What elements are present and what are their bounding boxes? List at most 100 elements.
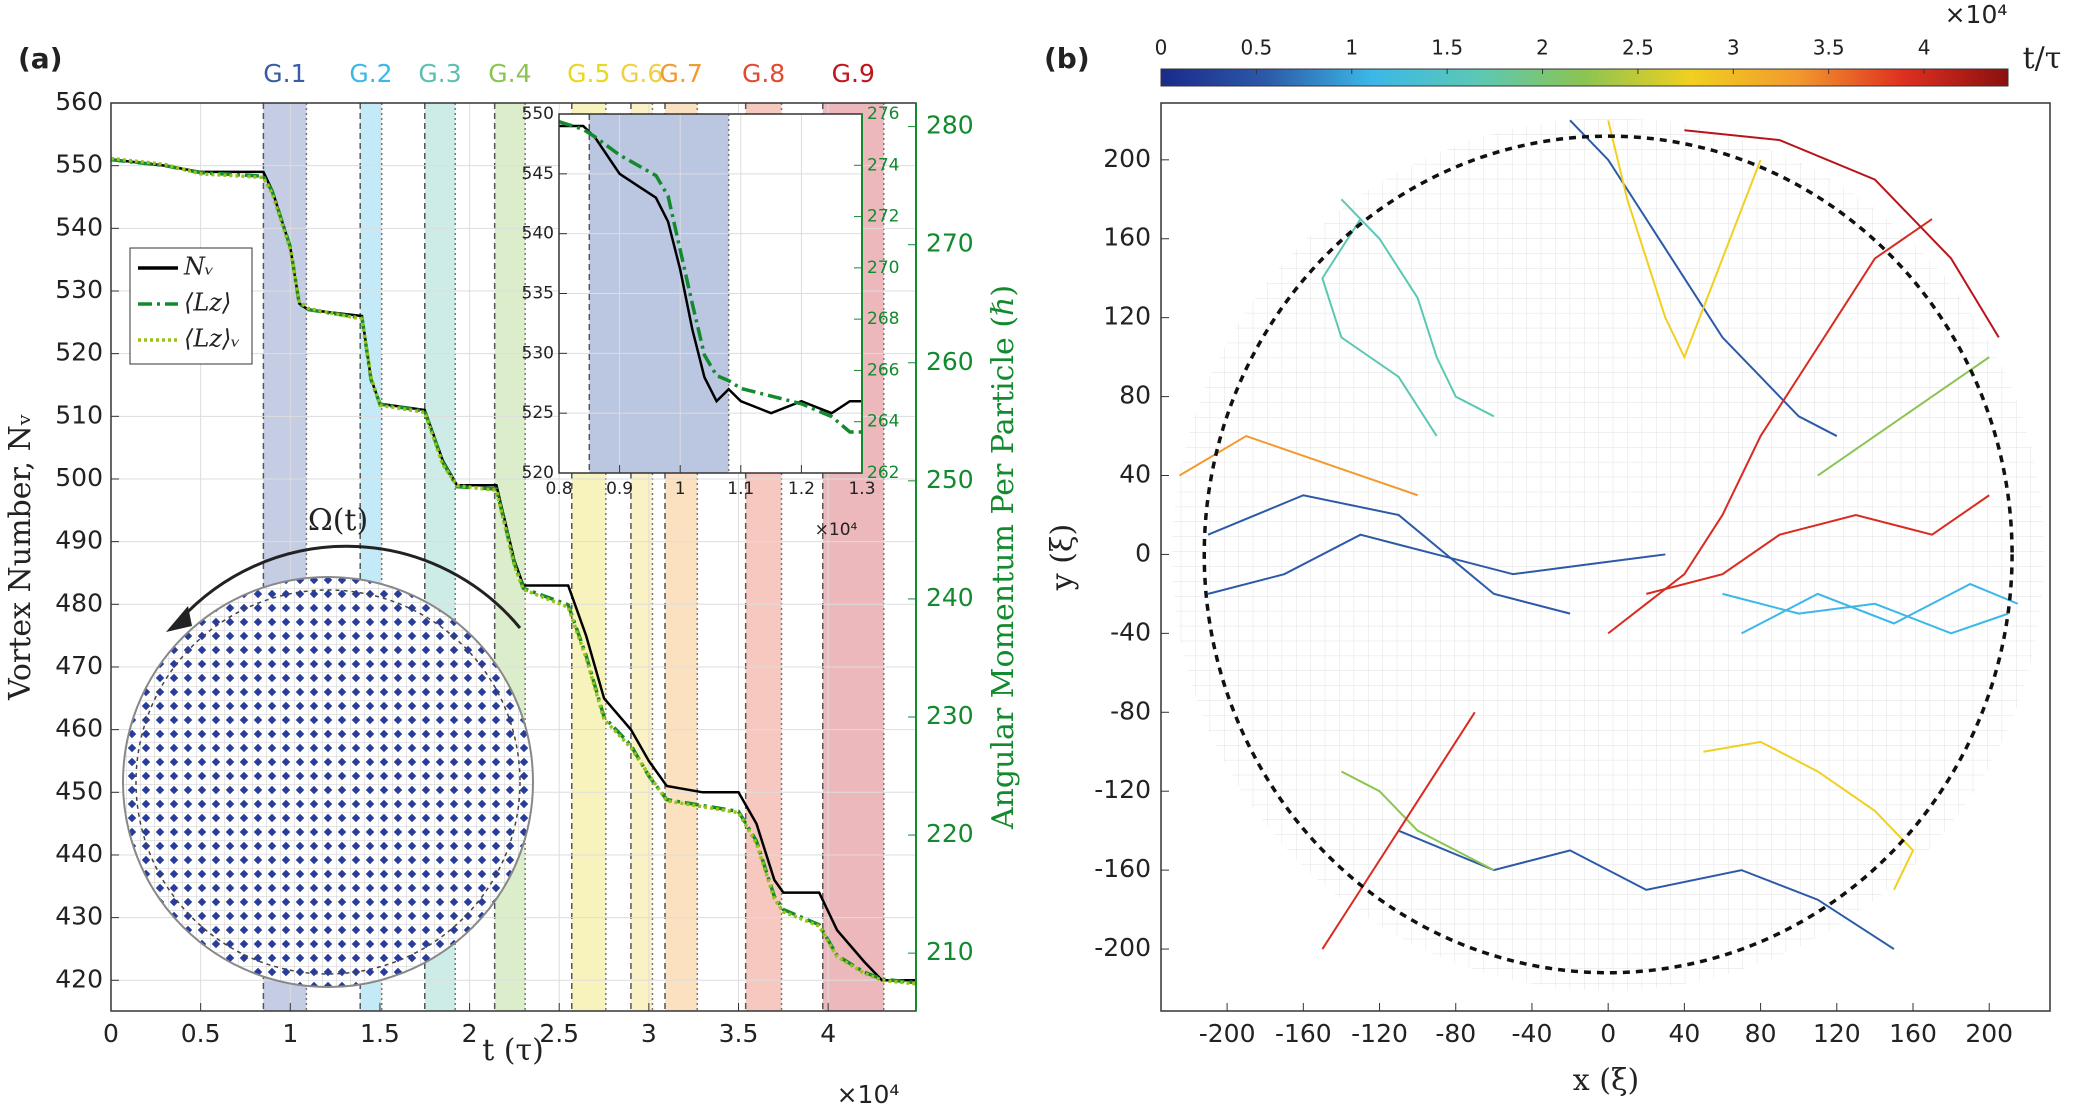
x-tick-label: -40 xyxy=(1512,1019,1553,1048)
trajectory xyxy=(1321,218,1438,437)
boundary-circle xyxy=(1202,134,2014,975)
trajectory xyxy=(1722,592,2009,635)
y-tick-label: 120 xyxy=(1103,302,1151,331)
y-tick-label: 540 xyxy=(55,212,103,241)
band-label: G.6 xyxy=(620,59,663,88)
y-axis-label: y (ξ) xyxy=(1045,524,1080,591)
rotation-arrowhead xyxy=(166,606,192,632)
y-tick-label: 550 xyxy=(522,104,554,124)
y2-tick-label: 274 xyxy=(867,155,899,175)
legend: Nᵥ ⟨Lz⟩ ⟨Lz⟩ᵥ xyxy=(129,247,253,365)
x-axis-label: t (τ) xyxy=(482,1033,544,1068)
y2-tick-label: 250 xyxy=(926,465,974,494)
plot-layer xyxy=(1171,118,2045,991)
x-tick-label: -120 xyxy=(1351,1019,1408,1048)
x-tick-label: 0 xyxy=(1600,1019,1616,1048)
band-label: G.8 xyxy=(742,59,785,88)
x-tick-label: 3.5 xyxy=(719,1019,759,1048)
x-tick-label: 120 xyxy=(1813,1019,1861,1048)
band-label: G.9 xyxy=(832,59,875,88)
y2-tick-label: 262 xyxy=(867,463,899,483)
x-tick-label: 200 xyxy=(1965,1019,2013,1048)
x-tick-label: -80 xyxy=(1435,1019,1476,1048)
colorbar-tick-label: 1.5 xyxy=(1431,36,1463,60)
y2-tick-label: 260 xyxy=(926,347,974,376)
y-tick-label: 160 xyxy=(1103,223,1151,252)
colorbar-tick-label: 0.5 xyxy=(1240,36,1272,60)
trajectory xyxy=(1684,129,2000,338)
trajectory xyxy=(1340,770,1495,872)
x-axis-label: x (ξ) xyxy=(1573,1063,1639,1098)
colorbar-tick-label: 0 xyxy=(1155,36,1168,60)
y-tick-label: 525 xyxy=(522,403,554,423)
y-tick-label: 430 xyxy=(55,902,103,931)
trajectory xyxy=(1607,218,1933,635)
x-tick-label: -160 xyxy=(1275,1019,1332,1048)
x-tick-label: 40 xyxy=(1668,1019,1700,1048)
y-tick-label: 500 xyxy=(55,463,103,492)
y2-tick-label: 270 xyxy=(926,229,974,258)
y2-tick-label: 270 xyxy=(867,258,899,278)
y-tick-label: -200 xyxy=(1094,933,1151,962)
series-line xyxy=(559,120,862,434)
series-line xyxy=(111,156,916,986)
y-axis-label: Vortex Number, Nᵥ xyxy=(3,414,38,701)
y2-tick-label: 210 xyxy=(926,937,974,966)
y2-axis-label: Angular Momentum Per Particle (ℏ) xyxy=(986,285,1021,830)
trajectory xyxy=(1321,711,1476,950)
y-tick-label: 200 xyxy=(1103,144,1151,173)
x-tick-label: -200 xyxy=(1199,1019,1256,1048)
y-tick-label: 545 xyxy=(522,164,554,184)
y-tick-label: 480 xyxy=(55,588,103,617)
legend-label: ⟨Lz⟩ xyxy=(184,289,231,317)
y-tick-label: 520 xyxy=(522,463,554,483)
y-tick-label: -80 xyxy=(1110,696,1151,725)
trajectory xyxy=(1207,494,1571,615)
rotation-label: Ω(t) xyxy=(308,503,368,538)
x-tick-label: 80 xyxy=(1745,1019,1777,1048)
trajectory xyxy=(1340,198,1495,418)
plot-layer xyxy=(559,114,862,473)
y2-tick-label: 230 xyxy=(926,701,974,730)
y-tick-label: -40 xyxy=(1110,617,1151,646)
x-tick-label: 1 xyxy=(282,1019,298,1048)
x-tick-label: 2.5 xyxy=(539,1019,579,1048)
y2-tick-label: 266 xyxy=(867,360,899,380)
y-tick-label: 440 xyxy=(55,839,103,868)
y2-tick-label: 272 xyxy=(867,207,899,227)
colorbar-tick-label: 4 xyxy=(1918,36,1931,60)
trajectory xyxy=(1207,533,1666,595)
panel-label: (b) xyxy=(1044,42,1090,75)
x-tick-label: 160 xyxy=(1889,1019,1937,1048)
lattice-image xyxy=(122,576,534,988)
y2-tick-label: 220 xyxy=(926,819,974,848)
y-tick-label: 560 xyxy=(55,87,103,116)
trajectory xyxy=(1178,434,1418,497)
x-tick-label: 0 xyxy=(103,1019,119,1048)
trajectory xyxy=(1703,740,1915,891)
trajectory xyxy=(1646,494,1990,595)
y2-tick-label: 268 xyxy=(867,309,899,329)
colorbar-tick-label: 3 xyxy=(1727,36,1740,60)
colorbar-label: t/τ xyxy=(2023,41,2062,76)
x-tick-label: 4 xyxy=(820,1019,836,1048)
colorbar-tick-label: 3.5 xyxy=(1813,36,1845,60)
y-tick-label: 460 xyxy=(55,714,103,743)
legend-label: ⟨Lz⟩ᵥ xyxy=(184,325,240,353)
trajectory xyxy=(1607,120,1762,360)
panel-label: (a) xyxy=(18,42,63,75)
y-tick-label: 540 xyxy=(522,224,554,244)
series-line xyxy=(559,124,862,415)
lattice-boundary xyxy=(135,589,521,975)
x-tick-label: 0.9 xyxy=(606,479,633,499)
y-tick-label: 535 xyxy=(522,284,554,304)
y-tick-label: 40 xyxy=(1119,460,1151,489)
x-tick-label: 2 xyxy=(462,1019,478,1048)
y2-tick-label: 264 xyxy=(867,412,899,432)
y-tick-label: 490 xyxy=(55,526,103,555)
y-tick-label: 450 xyxy=(55,776,103,805)
colorbar-multiplier: ×10⁴ xyxy=(1945,0,2008,29)
colorbar-tick-label: 1 xyxy=(1345,36,1358,60)
colorbar xyxy=(1160,68,2009,87)
